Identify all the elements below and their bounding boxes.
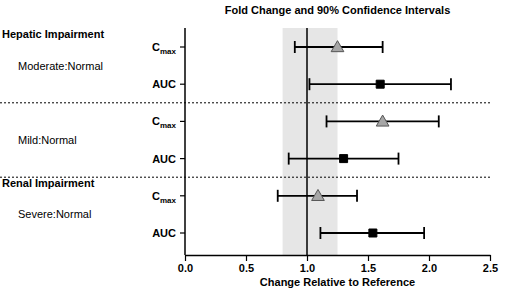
error-cap bbox=[320, 227, 322, 239]
y-tick bbox=[180, 195, 185, 196]
x-tick-mark bbox=[490, 255, 491, 261]
subgroup-label: Mild:Normal bbox=[18, 134, 77, 146]
row-label: Cmax bbox=[152, 41, 177, 56]
error-cap bbox=[450, 78, 452, 90]
point-estimate bbox=[331, 41, 344, 52]
y-tick bbox=[180, 84, 185, 85]
error-cap bbox=[356, 190, 358, 202]
x-axis: 0.0 0.5 1.0 1.5 2.0 2.5 bbox=[178, 255, 498, 274]
error-cap bbox=[382, 41, 384, 53]
subgroup-label: Moderate:Normal bbox=[18, 60, 103, 72]
x-tick-mark bbox=[429, 255, 430, 261]
x-tick: 0.0 bbox=[178, 255, 193, 274]
row-marks bbox=[327, 115, 439, 127]
error-cap bbox=[277, 190, 279, 202]
x-tick-label: 2.0 bbox=[422, 262, 437, 274]
x-axis-title: Change Relative to Reference bbox=[260, 276, 415, 288]
row-marks bbox=[295, 41, 383, 53]
x-tick: 0.5 bbox=[239, 255, 254, 274]
group-label: Hepatic Impairment bbox=[2, 28, 104, 40]
x-tick: 1.0 bbox=[300, 255, 315, 274]
x-tick-mark bbox=[368, 255, 369, 261]
x-tick: 2.5 bbox=[483, 255, 498, 274]
x-tick: 1.5 bbox=[361, 255, 376, 274]
error-cap bbox=[438, 115, 440, 127]
error-cap bbox=[398, 153, 400, 165]
chart-title: Fold Change and 90% Confidence Intervals bbox=[225, 4, 451, 16]
point-estimate bbox=[340, 155, 348, 163]
row-marks bbox=[309, 78, 451, 90]
point-estimate bbox=[376, 115, 389, 126]
error-cap bbox=[288, 153, 290, 165]
row-label: AUC bbox=[152, 78, 176, 90]
subgroup-label: Severe:Normal bbox=[18, 208, 91, 220]
x-tick-mark bbox=[185, 255, 186, 261]
error-cap bbox=[326, 115, 328, 127]
x-tick-label: 0.0 bbox=[178, 262, 193, 274]
row-marks bbox=[320, 227, 424, 239]
chart: Cmax AUC Cmax AUC Cmax AUC Hepatic Impairment M… bbox=[0, 0, 518, 294]
x-tick-mark bbox=[246, 255, 247, 261]
point-estimate bbox=[369, 229, 377, 237]
row-label: AUC bbox=[152, 153, 176, 165]
plot-area bbox=[278, 28, 451, 255]
row-label: AUC bbox=[152, 227, 176, 239]
x-tick-label: 0.5 bbox=[239, 262, 254, 274]
equivalence-band bbox=[283, 28, 338, 255]
y-tick bbox=[180, 158, 185, 159]
y-axis-line bbox=[184, 28, 186, 255]
divider bbox=[0, 102, 490, 103]
error-cap bbox=[309, 78, 311, 90]
y-tick bbox=[180, 232, 185, 233]
row-label: Cmax bbox=[152, 115, 177, 130]
error-cap bbox=[423, 227, 425, 239]
error-cap bbox=[294, 41, 296, 53]
row-marks bbox=[289, 153, 399, 165]
y-tick bbox=[180, 46, 185, 47]
point-estimate bbox=[312, 189, 325, 200]
group-label: Renal Impairment bbox=[2, 177, 95, 189]
row-marks bbox=[278, 189, 357, 201]
x-tick-label: 2.5 bbox=[483, 262, 498, 274]
point-estimate bbox=[376, 80, 384, 88]
x-tick-mark bbox=[307, 255, 308, 261]
row-label: Cmax bbox=[152, 190, 177, 205]
x-axis-line bbox=[186, 255, 491, 257]
x-tick-label: 1.0 bbox=[300, 262, 315, 274]
reference-line bbox=[306, 28, 308, 255]
x-tick: 2.0 bbox=[422, 255, 437, 274]
x-tick-label: 1.5 bbox=[361, 262, 376, 274]
y-tick bbox=[180, 121, 185, 122]
